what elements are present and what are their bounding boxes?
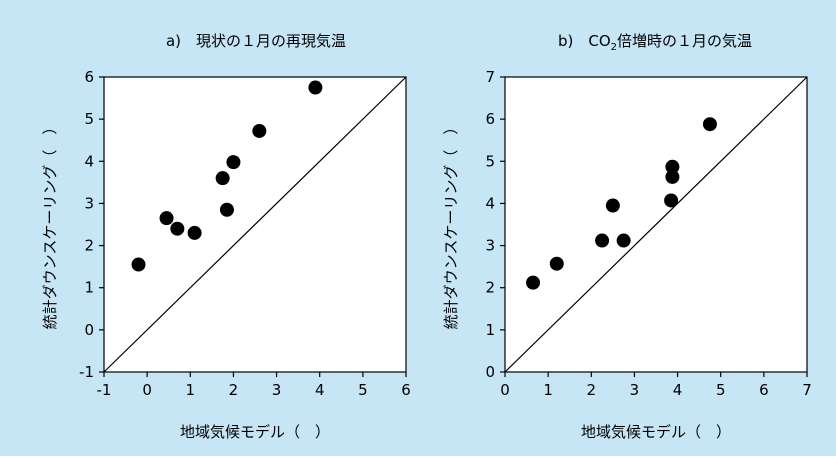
reference-line xyxy=(103,76,407,373)
data-point xyxy=(226,155,241,170)
x-tick-label: 2 xyxy=(587,381,597,399)
y-axis-label: 統計ダウンスケーリング（ ） xyxy=(442,120,460,330)
x-tick-label: 3 xyxy=(630,381,640,399)
data-point xyxy=(159,211,174,226)
data-point xyxy=(605,198,620,213)
x-tick-label: 3 xyxy=(272,381,282,399)
x-tick-label: 7 xyxy=(802,381,812,399)
y-tick-label: 5 xyxy=(84,110,94,128)
y-tick-label: 1 xyxy=(485,321,495,339)
panel-title: a) 現状の１月の再現気温 xyxy=(166,32,346,50)
data-point xyxy=(595,233,610,248)
y-tick-label: 0 xyxy=(84,321,94,339)
data-point xyxy=(549,256,564,271)
x-tick-label: 0 xyxy=(142,381,152,399)
y-tick-label: 7 xyxy=(485,68,495,86)
data-point xyxy=(187,225,202,240)
y-tick-label: 3 xyxy=(84,194,94,212)
y-tick-label: 2 xyxy=(84,237,94,255)
y-tick-label: 6 xyxy=(84,68,94,86)
data-point xyxy=(215,171,230,186)
x-tick-label: 1 xyxy=(543,381,553,399)
panel-a: a) 現状の１月の再現気温 -1 0 1 2 3 4 5 6 -1 0 1 2 3 4 5 6 地域気候モデル（ … xyxy=(41,32,411,441)
data-point xyxy=(252,123,267,138)
panel-title: b) CO2倍増時の１月の気温 xyxy=(558,32,752,53)
y-tick-label: -1 xyxy=(79,363,94,381)
x-tick-label: 5 xyxy=(716,381,726,399)
data-point xyxy=(665,159,680,174)
y-tick-label: 5 xyxy=(485,152,495,170)
x-axis-label: 地域気候モデル（ ） xyxy=(581,423,731,441)
x-tick-label: 1 xyxy=(186,381,196,399)
data-point xyxy=(665,169,680,184)
data-point xyxy=(616,233,631,248)
y-tick-label: 2 xyxy=(485,279,495,297)
y-tick-label: 3 xyxy=(485,237,495,255)
data-point xyxy=(664,193,679,208)
x-tick-label: 6 xyxy=(759,381,769,399)
y-tick-label: 4 xyxy=(485,194,495,212)
data-point xyxy=(702,117,717,132)
x-tick-label: -1 xyxy=(97,381,112,399)
data-point xyxy=(526,275,541,290)
x-tick-label: 5 xyxy=(358,381,368,399)
y-tick-label: 6 xyxy=(485,110,495,128)
x-tick-label: 4 xyxy=(315,381,325,399)
reference-line xyxy=(504,76,808,373)
x-tick-label: 4 xyxy=(673,381,683,399)
y-axis-label: 統計ダウンスケーリング（ ） xyxy=(41,120,59,330)
x-axis-label: 地域気候モデル（ ） xyxy=(180,423,330,441)
data-point xyxy=(170,221,185,236)
y-tick-label: 0 xyxy=(485,363,495,381)
x-tick-label: 2 xyxy=(229,381,239,399)
panel-b: b) CO2倍増時の１月の気温 0 1 2 3 4 5 6 7 0 1 2 3 4 5 6 7 地域気候モデル（ … xyxy=(442,32,812,441)
data-point xyxy=(219,202,234,217)
y-tick-label: 1 xyxy=(84,279,94,297)
x-tick-label: 6 xyxy=(401,381,411,399)
data-point xyxy=(308,80,323,95)
data-point xyxy=(131,257,146,272)
x-tick-label: 0 xyxy=(500,381,510,399)
y-tick-label: 4 xyxy=(84,152,94,170)
